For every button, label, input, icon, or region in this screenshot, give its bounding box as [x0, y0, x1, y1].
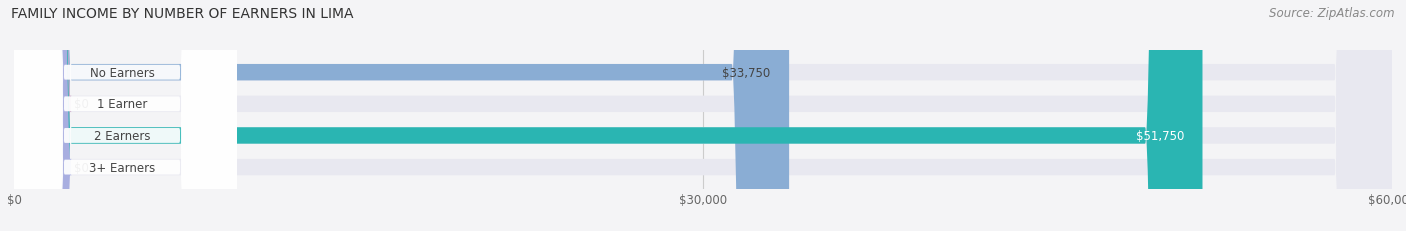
FancyBboxPatch shape — [14, 0, 789, 231]
FancyBboxPatch shape — [7, 0, 236, 231]
FancyBboxPatch shape — [14, 0, 1392, 231]
Text: FAMILY INCOME BY NUMBER OF EARNERS IN LIMA: FAMILY INCOME BY NUMBER OF EARNERS IN LI… — [11, 7, 354, 21]
Text: $51,750: $51,750 — [1136, 129, 1184, 142]
FancyBboxPatch shape — [14, 0, 1392, 231]
Text: 2 Earners: 2 Earners — [94, 129, 150, 142]
Text: $33,750: $33,750 — [723, 66, 770, 79]
FancyBboxPatch shape — [14, 0, 1202, 231]
FancyBboxPatch shape — [14, 0, 1392, 231]
FancyBboxPatch shape — [0, 0, 72, 231]
FancyBboxPatch shape — [0, 0, 72, 231]
Text: 1 Earner: 1 Earner — [97, 98, 148, 111]
Text: No Earners: No Earners — [90, 66, 155, 79]
Text: $0: $0 — [73, 161, 89, 174]
FancyBboxPatch shape — [14, 0, 1392, 231]
FancyBboxPatch shape — [7, 0, 236, 231]
Text: Source: ZipAtlas.com: Source: ZipAtlas.com — [1270, 7, 1395, 20]
FancyBboxPatch shape — [7, 0, 236, 231]
Text: $0: $0 — [73, 98, 89, 111]
Text: 3+ Earners: 3+ Earners — [89, 161, 155, 174]
FancyBboxPatch shape — [7, 0, 236, 231]
